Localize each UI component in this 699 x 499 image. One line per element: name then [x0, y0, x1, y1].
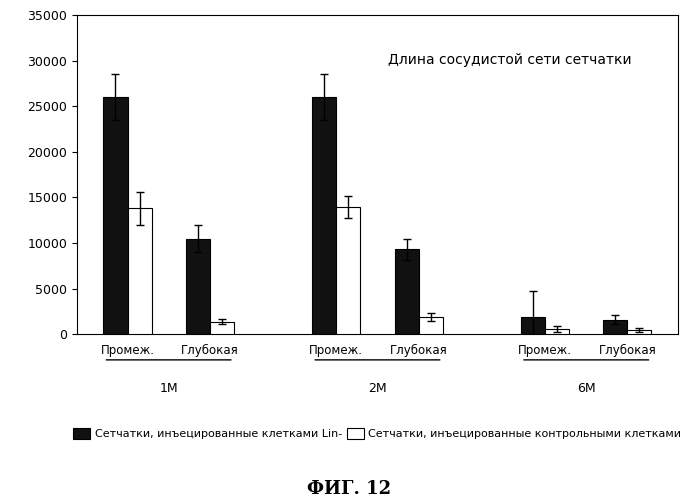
Bar: [628, 330, 651, 334]
Bar: [419, 317, 442, 334]
Text: 6М: 6М: [577, 382, 596, 395]
Text: Длина сосудистой сети сетчатки: Длина сосудистой сети сетчатки: [388, 53, 631, 67]
Bar: [603, 320, 628, 334]
Bar: [521, 317, 545, 334]
Legend: Сетчатки, инъецированные клетками Lin-, Сетчатки, инъецированные контрольными кл: Сетчатки, инъецированные клетками Lin-, …: [69, 424, 686, 444]
Text: ФИГ. 12: ФИГ. 12: [308, 480, 391, 498]
Bar: [186, 239, 210, 334]
Text: 2М: 2М: [368, 382, 387, 395]
Bar: [103, 97, 127, 334]
Bar: [394, 250, 419, 334]
Bar: [312, 97, 336, 334]
Bar: [545, 329, 569, 334]
Text: 1М: 1М: [159, 382, 178, 395]
Bar: [210, 321, 234, 334]
Bar: [336, 207, 361, 334]
Bar: [127, 209, 152, 334]
